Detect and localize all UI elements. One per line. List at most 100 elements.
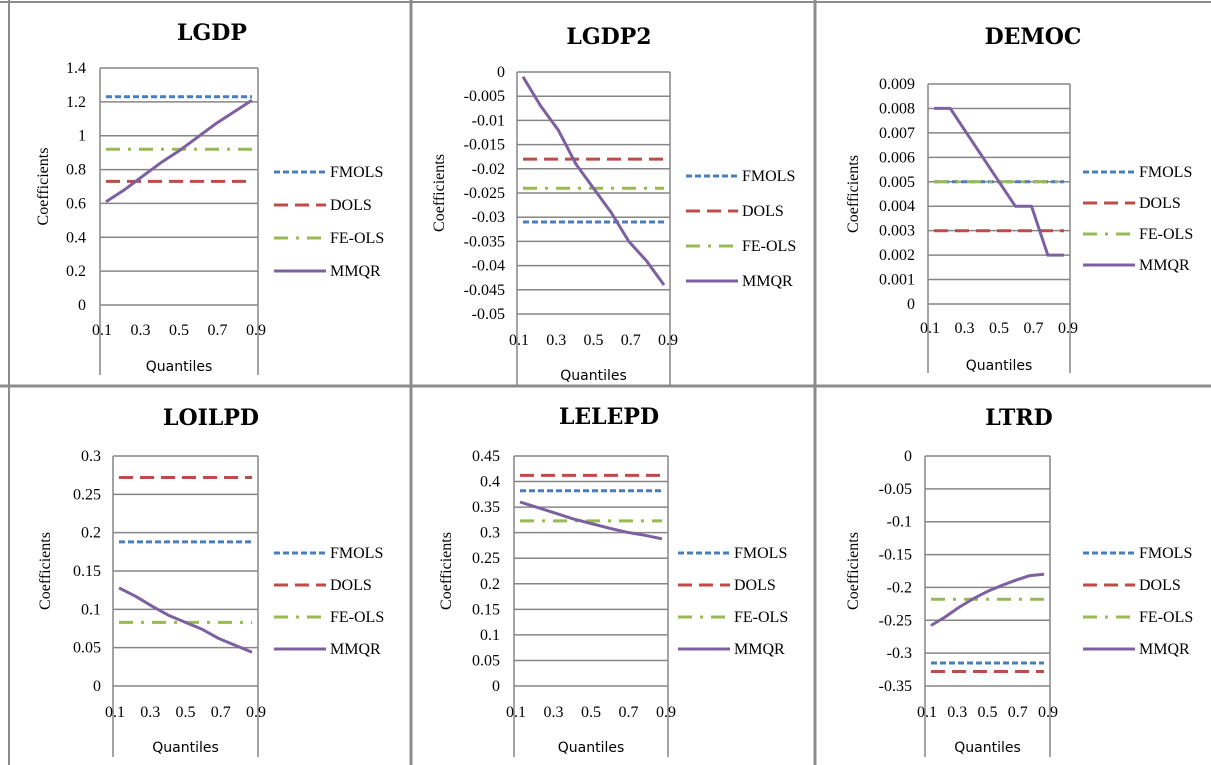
legend-label-mmqr: MMQR <box>742 273 793 290</box>
x-tick-label: 0.7 <box>211 704 231 721</box>
x-tick-label: 0.5 <box>978 704 998 721</box>
legend-label-fmols: FMOLS <box>734 545 787 562</box>
y-tick-label: 0.35 <box>472 499 500 516</box>
chart-title: LTRD <box>985 405 1052 431</box>
y-tick-label: 0.3 <box>480 525 500 542</box>
y-axis-label: Coefficients <box>35 148 52 226</box>
legend-label-fmols: FMOLS <box>1139 545 1192 562</box>
legend-label-dols: DOLS <box>330 197 372 214</box>
y-axis-label: Coefficients <box>37 532 54 610</box>
y-tick-label: -0.1 <box>887 514 912 531</box>
legend-label-fe-ols: FE-OLS <box>734 609 788 626</box>
legend-label-mmqr: MMQR <box>734 641 785 658</box>
y-tick-label: -0.02 <box>472 161 505 178</box>
y-tick-label: -0.03 <box>472 209 505 226</box>
x-tick-label: 0.5 <box>581 704 601 721</box>
y-tick-label: 0.007 <box>879 125 915 142</box>
y-tick-label: 0.6 <box>66 195 86 212</box>
y-tick-label: 1.4 <box>66 60 86 77</box>
x-tick-label: 0.3 <box>140 704 160 721</box>
y-tick-label: 1 <box>78 128 86 145</box>
panel-lelepd: 0 0.05 0.1 0.15 0.2 0.25 0.3 0.35 0.4 0.45 0.1 0.3 0… <box>438 404 788 757</box>
series-mmqr <box>105 98 253 203</box>
legend-label-fmols: FMOLS <box>330 164 383 181</box>
panel-lgdp2: -0.05 -0.045 -0.04 -0.035 -0.03 -0.025 -0.02 -0… <box>431 24 796 385</box>
y-tick-label: -0.025 <box>464 185 505 202</box>
y-tick-label: 0 <box>904 448 912 465</box>
x-tick-label: 0.9 <box>658 332 678 349</box>
panel-lgdp: 0 0.2 0.4 0.6 0.8 1 1.2 1.4 0.1 0.3 0.5 0.7 0.9 LGDP Q… <box>35 20 384 375</box>
y-tick-label: 0.009 <box>879 76 915 93</box>
x-axis-label: Quantiles <box>558 740 625 756</box>
y-tick-label: 0.008 <box>879 100 915 117</box>
legend-label-fe-ols: FE-OLS <box>330 230 384 247</box>
y-tick-label: 0.25 <box>472 550 500 567</box>
x-tick-label: 0.3 <box>947 704 967 721</box>
series-mmqr <box>521 76 666 286</box>
y-tick-label: 0.001 <box>879 272 915 289</box>
y-tick-label: 0.005 <box>879 174 915 191</box>
legend-label-dols: DOLS <box>1139 577 1181 594</box>
legend-label-dols: DOLS <box>1139 195 1181 212</box>
series-mmqr <box>118 586 253 654</box>
legend-label-dols: DOLS <box>330 577 372 594</box>
y-tick-label: 0.2 <box>66 263 86 280</box>
legend-label-fe-ols: FE-OLS <box>1139 609 1193 626</box>
y-tick-label: 0.1 <box>81 601 101 618</box>
x-tick-label: 0.7 <box>619 704 639 721</box>
y-tick-label: 0.3 <box>81 448 101 465</box>
y-tick-label: 0 <box>497 64 505 81</box>
x-tick-label: 0.9 <box>246 322 266 339</box>
y-tick-label: 0.8 <box>66 162 86 179</box>
x-axis-label: Quantiles <box>146 359 213 375</box>
x-tick-label: 0.9 <box>656 704 676 721</box>
y-tick-label: 0.05 <box>472 652 500 669</box>
y-tick-label: 0.1 <box>480 627 500 644</box>
chart-title: LOILPD <box>163 405 259 431</box>
y-tick-label: 0.2 <box>81 525 101 542</box>
legend-label-fe-ols: FE-OLS <box>742 238 796 255</box>
panel-loilpd: 0 0.05 0.1 0.15 0.2 0.25 0.3 0.1 0.3 0.5 0.7 0.9 LOI… <box>37 405 384 757</box>
chart-title: LGDP <box>177 20 247 46</box>
x-tick-label: 0.3 <box>955 320 975 337</box>
y-tick-label: 0.006 <box>879 149 915 166</box>
x-tick-label: 0.5 <box>989 320 1009 337</box>
x-tick-label: 0.5 <box>176 704 196 721</box>
y-tick-label: -0.005 <box>464 88 505 105</box>
x-tick-label: 0.3 <box>544 704 564 721</box>
legend-label-fe-ols: FE-OLS <box>330 609 384 626</box>
y-tick-label: 0.45 <box>472 448 500 465</box>
x-axis-label: Quantiles <box>152 740 219 756</box>
series-mmqr <box>934 106 1064 257</box>
legend-label-fmols: FMOLS <box>330 545 383 562</box>
x-tick-label: 0.7 <box>1024 320 1044 337</box>
x-tick-label: 0.9 <box>1058 320 1078 337</box>
legend-label-dols: DOLS <box>742 203 784 220</box>
y-tick-label: 0 <box>78 297 86 314</box>
x-tick-label: 0.7 <box>1008 704 1028 721</box>
chart-title: LGDP2 <box>566 24 651 50</box>
y-tick-label: 0.2 <box>480 576 500 593</box>
series-mmqr <box>519 500 663 541</box>
x-tick-label: 0.1 <box>105 704 125 721</box>
y-tick-label: 1.2 <box>66 94 86 111</box>
y-tick-label: -0.15 <box>879 547 912 564</box>
panel-ltrd: -0.35 -0.3 -0.25 -0.2 -0.15 -0.1 -0.05 0 0.1 0.3 0… <box>845 405 1193 757</box>
legend-label-dols: DOLS <box>734 577 776 594</box>
x-tick-label: 0.3 <box>131 322 151 339</box>
x-tick-label: 0.1 <box>920 320 940 337</box>
y-tick-label: -0.05 <box>879 481 912 498</box>
legend-label-fe-ols: FE-OLS <box>1139 226 1193 243</box>
panel-democ: 0 0.001 0.002 0.003 0.004 0.005 0.006 0.007 0.00… <box>845 24 1193 374</box>
y-tick-label: -0.01 <box>472 112 505 129</box>
y-tick-label: -0.35 <box>879 678 912 695</box>
y-tick-label: 0 <box>492 678 500 695</box>
x-axis-label: Quantiles <box>560 368 627 384</box>
x-tick-label: 0.1 <box>509 332 529 349</box>
legend-label-mmqr: MMQR <box>1139 641 1190 658</box>
y-axis-label: Coefficients <box>845 155 862 233</box>
x-tick-label: 0.5 <box>169 322 189 339</box>
legend-label-fmols: FMOLS <box>742 168 795 185</box>
